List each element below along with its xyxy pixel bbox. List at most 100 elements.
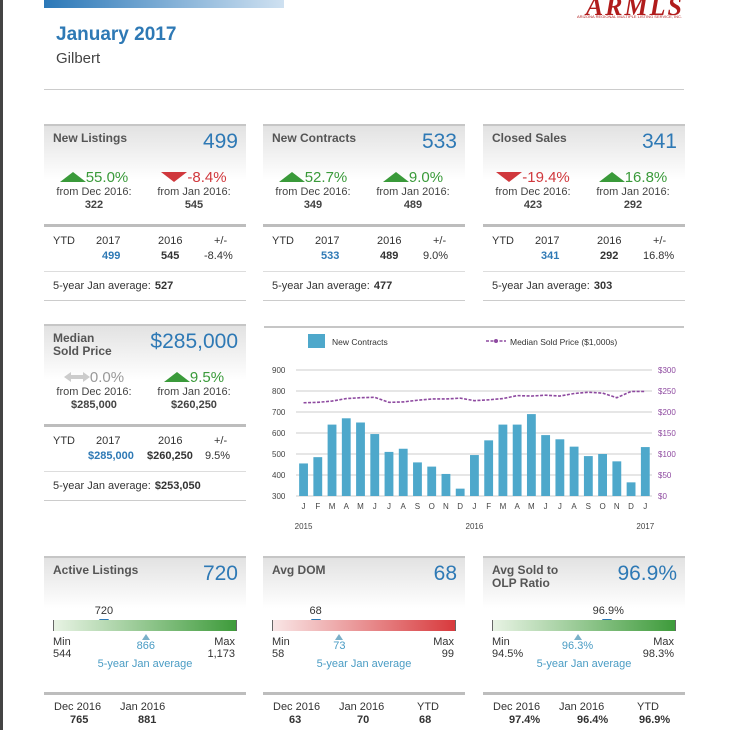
change-from-dec: 52.7% from Dec 2016: 349 (275, 169, 351, 211)
x-tick-month: M (528, 502, 535, 511)
x-tick-month: F (315, 502, 320, 511)
gauge-min-value: 94.5% (492, 648, 524, 660)
y-left-tick: 500 (272, 450, 286, 459)
gauge-min-label: Min (272, 636, 290, 648)
x-tick-month: A (344, 502, 350, 511)
card-title: New Listings (53, 131, 128, 145)
card-title: Avg DOM (272, 563, 326, 577)
card-header: New Contracts 533 52.7% from Dec 2016: 34… (263, 124, 465, 224)
history-row: Dec 2016 Jan 2016 YTD 63 70 68 (263, 692, 465, 737)
card-title: Active Listings (53, 563, 139, 577)
change-from-dec: 0.0% from Dec 2016: $285,000 (56, 369, 132, 411)
card-active-listings: Active Listings 720 720 866 Min 544 Max … (44, 556, 246, 737)
x-tick-month: M (329, 502, 336, 511)
bar-new-contracts (413, 462, 422, 496)
card-value: $285,000 (150, 330, 238, 353)
x-tick-month: N (614, 502, 620, 511)
y-right-tick: $150 (658, 429, 676, 438)
x-tick-month: O (429, 502, 435, 511)
legend-bar-swatch (308, 334, 325, 348)
x-tick-month: A (514, 502, 520, 511)
card-value: 499 (202, 130, 238, 153)
average-marker-label: 866 (136, 640, 155, 652)
report-month: January 2017 (56, 24, 177, 45)
five-year-average: 5-year Jan average: 303 (483, 272, 685, 301)
card-header: New Listings 499 55.0% from Dec 2016: 322… (44, 124, 246, 224)
ytd-row: YTD 2017 2016 +/- $285,000 $260,250 9.5% (44, 424, 246, 472)
x-tick-month: J (544, 502, 548, 511)
x-tick-month: J (558, 502, 562, 511)
x-tick-year: 2015 (295, 522, 313, 531)
card-median-sold-price: Median Sold Price $285,000 0.0% from Dec … (44, 324, 246, 501)
x-tick-year: 2017 (636, 522, 654, 531)
card-new-contracts: New Contracts 533 52.7% from Dec 2016: 34… (263, 124, 465, 301)
five-year-average: 5-year Jan average: $253,050 (44, 472, 246, 501)
armls-logo: ARMLS ARIZONA REGIONAL MULTIPLE LISTING … (556, 0, 684, 22)
up-arrow-icon (382, 172, 409, 182)
card-sold-olp-ratio: Avg Sold to OLP Ratio 96.9% 96.9% 96.3% M… (483, 556, 685, 737)
legend-line-dot (494, 339, 498, 343)
bar-new-contracts (512, 424, 522, 496)
report-city: Gilbert (56, 50, 101, 67)
card-new-listings: New Listings 499 55.0% from Dec 2016: 322… (44, 124, 246, 301)
up-arrow-icon (163, 372, 190, 382)
ytd-row: YTD 2017 2016 +/- 341 292 16.8% (483, 224, 685, 272)
change-from-jan: 9.0% from Jan 2016: 489 (376, 169, 450, 211)
card-value: 68 (433, 562, 457, 585)
gauge-bar (53, 620, 237, 631)
bar-new-contracts (327, 424, 337, 496)
history-row: Dec 2016 Jan 2016 765 881 (44, 692, 246, 737)
card-value: 341 (641, 130, 677, 153)
bar-new-contracts (598, 454, 608, 496)
card-header: Avg DOM 68 68 73 Min 58 Max 99 5-year Ja… (263, 556, 465, 684)
up-arrow-icon (278, 172, 305, 182)
history-row: Dec 2016 Jan 2016 YTD 97.4% 96.4% 96.9% (483, 692, 685, 737)
x-tick-month: N (443, 502, 449, 511)
bar-new-contracts (441, 473, 451, 496)
bar-new-contracts (341, 418, 351, 496)
gauge-bar (492, 620, 676, 631)
card-title: Closed Sales (492, 131, 567, 145)
gauge-min-label: Min (492, 636, 510, 648)
x-tick-month: D (628, 502, 634, 511)
x-tick-month: A (571, 502, 577, 511)
card-header: Median Sold Price $285,000 0.0% from Dec … (44, 324, 246, 424)
current-marker-label: 96.9% (592, 605, 624, 617)
down-arrow-icon (161, 172, 188, 182)
top-accent-bar (44, 0, 284, 8)
bar-new-contracts (555, 439, 565, 496)
average-marker-label: 73 (333, 640, 346, 652)
card-avg-dom: Avg DOM 68 68 73 Min 58 Max 99 5-year Ja… (263, 556, 465, 737)
y-left-tick: 600 (272, 429, 286, 438)
bar-new-contracts (356, 422, 365, 496)
card-title: New Contracts (272, 131, 357, 145)
gauge-min-label: Min (53, 636, 71, 648)
bar-new-contracts (526, 414, 536, 496)
up-arrow-icon (598, 172, 625, 182)
card-title: Median Sold Price (53, 331, 112, 358)
bar-new-contracts (398, 448, 408, 496)
y-right-tick: $0 (658, 492, 667, 501)
average-marker-icon (335, 634, 344, 640)
y-right-tick: $50 (658, 471, 672, 480)
flat-arrow-icon (63, 372, 90, 382)
contracts-price-chart: 900 800 700 600 500 400 300 $300 $250 $200 $150 $10… (264, 326, 684, 538)
x-tick-month: S (586, 502, 591, 511)
gauge-max-value: 1,173 (207, 648, 235, 660)
median-price-line (303, 390, 646, 404)
gauge-min-value: 58 (272, 648, 285, 660)
x-tick-month: D (457, 502, 463, 511)
y-right-tick: $250 (658, 387, 676, 396)
x-tick-month: J (302, 502, 306, 511)
page-left-rule (0, 0, 3, 730)
card-header: Active Listings 720 720 866 Min 544 Max … (44, 556, 246, 684)
x-tick-month: J (472, 502, 476, 511)
y-left-tick: 400 (272, 471, 286, 480)
bar-new-contracts (470, 455, 479, 496)
change-from-dec: -19.4% from Dec 2016: 423 (495, 169, 571, 211)
gauge-bar (272, 620, 456, 631)
card-value: 96.9% (617, 562, 677, 585)
gauge-max-value: 99 (441, 648, 454, 660)
current-marker-label: 68 (309, 605, 322, 617)
logo-subtitle: ARIZONA REGIONAL MULTIPLE LISTING SERVIC… (576, 14, 682, 19)
